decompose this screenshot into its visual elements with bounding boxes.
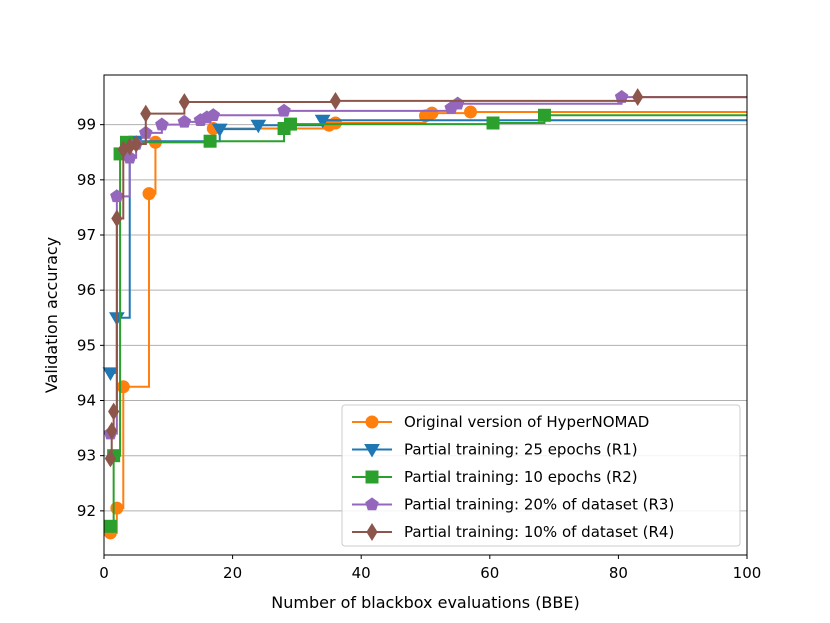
series-line — [110, 119, 747, 374]
legend: Original version of HyperNOMAD Partial tr… — [341, 404, 741, 547]
data-point — [450, 96, 465, 110]
series-5 — [104, 88, 747, 468]
x-tick-label: 40 — [352, 564, 371, 582]
series-line — [110, 96, 747, 460]
legend-entry: Partial training: 10 epochs (R2) — [352, 468, 638, 486]
x-tick-label: 80 — [609, 564, 628, 582]
y-tick-label: 95 — [77, 336, 96, 354]
data-point — [104, 449, 117, 468]
y-tick-label: 98 — [77, 171, 96, 189]
legend-label: Partial training: 25 epochs (R1) — [404, 441, 638, 459]
legend-entry: Partial training: 25 epochs (R1) — [352, 441, 638, 459]
data-point — [464, 105, 478, 119]
data-point — [283, 117, 297, 131]
legend-entry: Original version of HyperNOMAD — [352, 413, 649, 431]
grid-lines — [104, 124, 747, 512]
legend-marker — [365, 415, 379, 429]
x-tick-label: 60 — [480, 564, 499, 582]
data-point — [277, 103, 291, 117]
data-point — [486, 116, 500, 130]
y-axis-label: Validation accuracy — [42, 237, 61, 393]
data-point — [142, 187, 156, 201]
legend-marker — [364, 444, 380, 458]
data-point — [614, 89, 629, 103]
data-point — [329, 91, 342, 110]
y-tick-label: 97 — [77, 226, 96, 244]
data-point — [211, 123, 228, 138]
data-point — [108, 402, 120, 421]
data-point — [103, 519, 117, 533]
legend-marker — [366, 523, 378, 541]
legend-label: Partial training: 10% of dataset (R4) — [404, 523, 674, 541]
series-layer — [102, 88, 747, 540]
data-point — [177, 114, 192, 128]
data-point — [206, 108, 221, 122]
legend-label: Partial training: 10 epochs (R2) — [404, 468, 638, 486]
legend-marker — [365, 497, 379, 511]
data-point — [425, 106, 439, 120]
x-tick-label: 100 — [733, 564, 762, 582]
legend-entry: Partial training: 20% of dataset (R3) — [352, 496, 674, 514]
data-point — [537, 108, 551, 122]
plot-frame — [103, 74, 748, 556]
legend-marker — [365, 470, 379, 484]
axis-ticks: 0 20 40 60 80 100 92 93 94 95 96 97 98 99 — [77, 116, 761, 582]
data-point — [314, 114, 331, 129]
legend-entry: Partial training: 10% of dataset (R4) — [352, 523, 674, 541]
data-point — [106, 421, 118, 440]
data-point — [250, 119, 267, 134]
y-tick-label: 99 — [77, 116, 96, 134]
legend-label: Partial training: 20% of dataset (R3) — [404, 496, 674, 514]
y-tick-label: 94 — [77, 392, 96, 410]
data-point — [111, 209, 123, 228]
series-2 — [102, 114, 747, 381]
data-point — [632, 88, 644, 107]
data-point — [178, 93, 190, 111]
y-tick-label: 96 — [77, 281, 96, 299]
x-tick-label: 0 — [99, 564, 109, 582]
data-point — [110, 189, 124, 203]
y-tick-label: 92 — [77, 502, 96, 520]
data-point — [140, 104, 152, 123]
data-point — [155, 117, 169, 131]
legend-box — [341, 404, 741, 547]
legend-label: Original version of HyperNOMAD — [404, 413, 649, 431]
data-point — [203, 134, 217, 148]
x-axis-label: Number of blackbox evaluations (BBE) — [271, 593, 579, 612]
data-point — [328, 116, 342, 130]
data-point — [130, 135, 142, 153]
y-tick-label: 93 — [77, 447, 96, 465]
x-tick-label: 20 — [223, 564, 242, 582]
data-point — [102, 367, 119, 381]
